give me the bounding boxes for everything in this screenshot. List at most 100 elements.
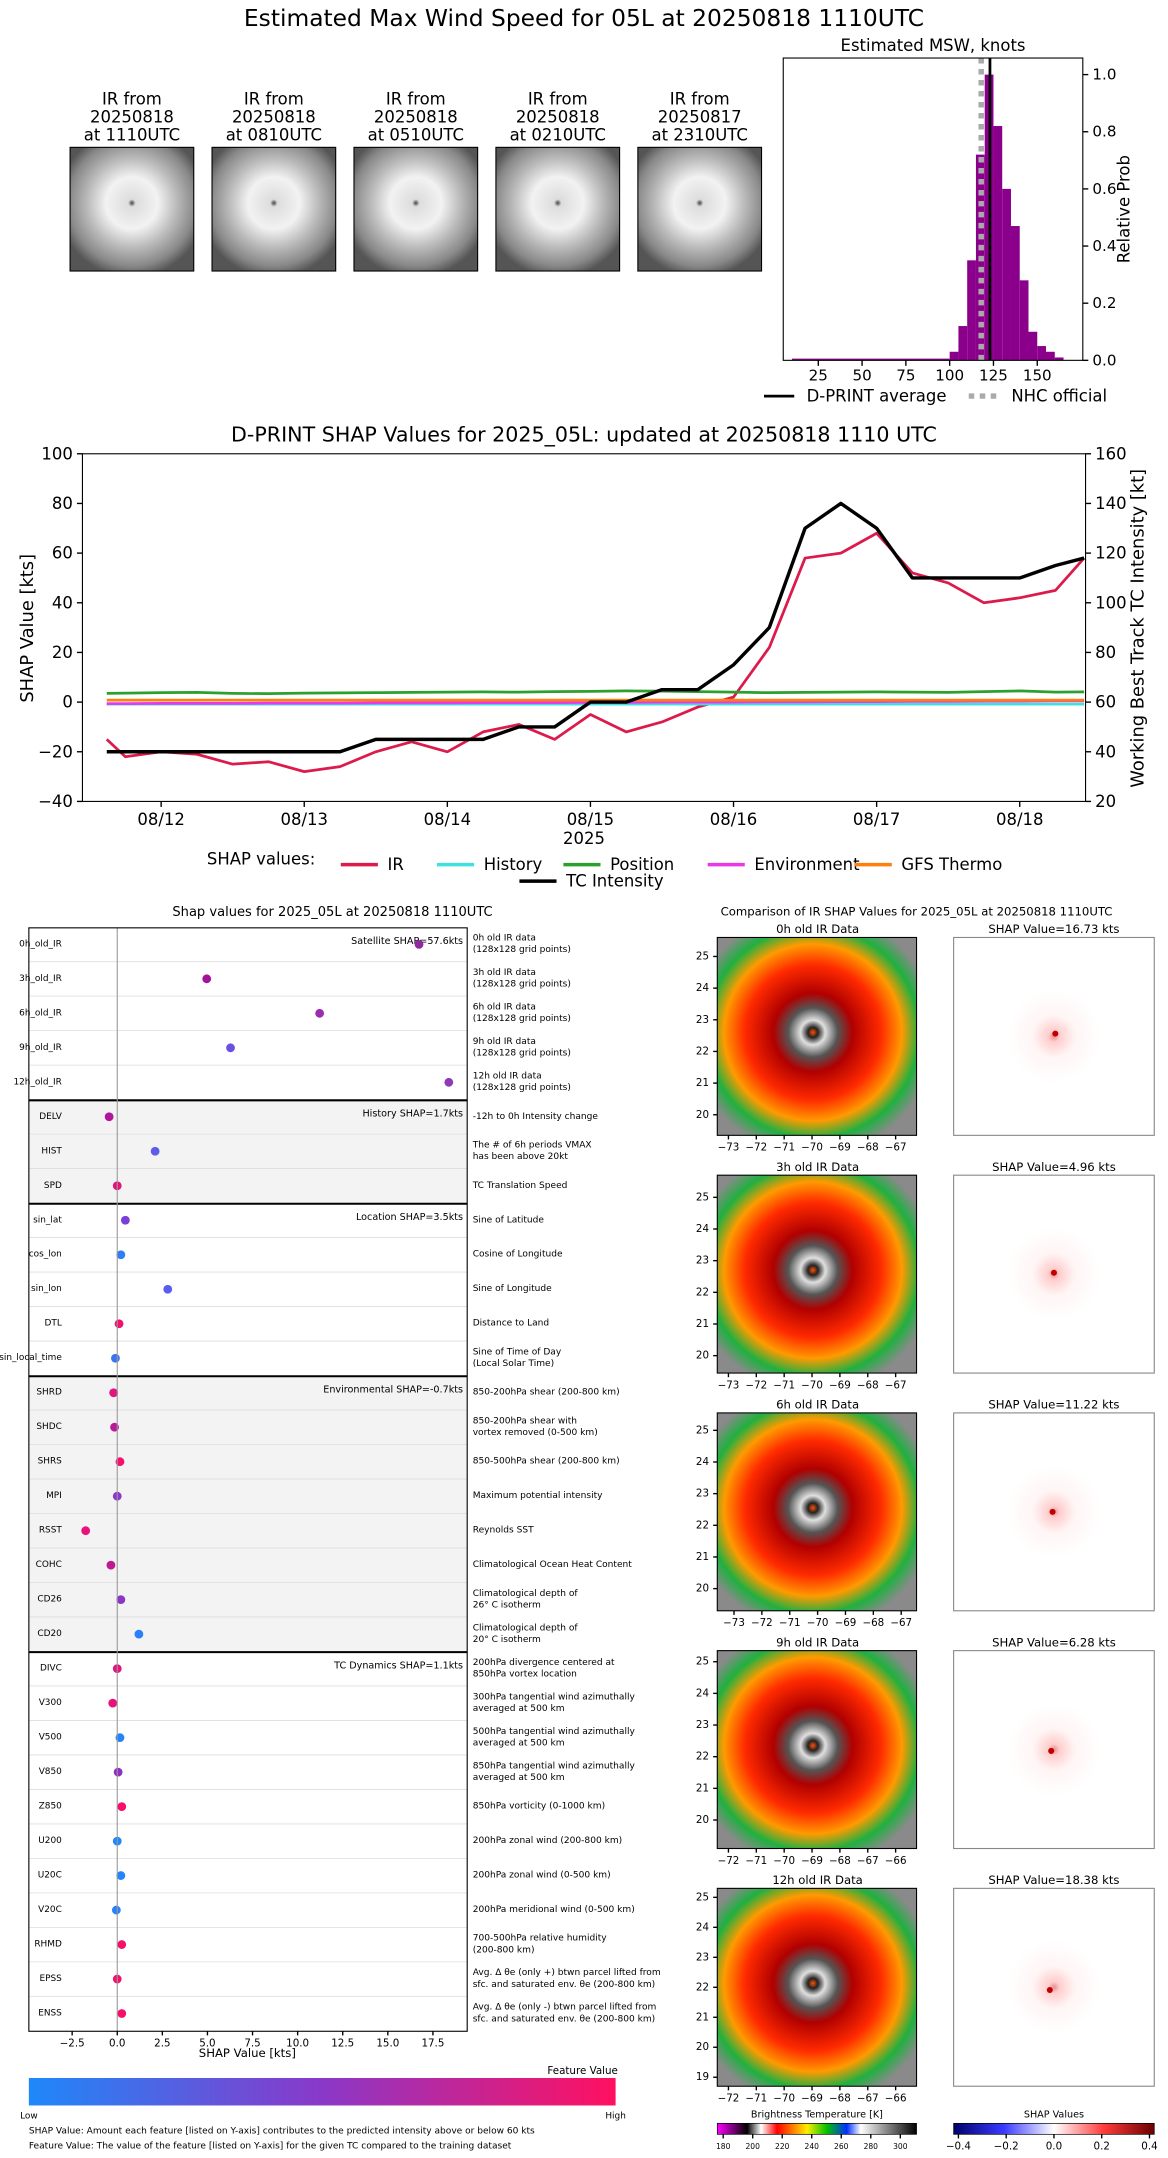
- thumbnail-label: IR from: [670, 90, 730, 109]
- y-tick-label: 0.6: [1092, 180, 1116, 198]
- feature-description: (128x128 grid points): [473, 980, 571, 990]
- x-tick-label: −69: [801, 1855, 823, 1867]
- shap-panel-title: SHAP Value=11.22 kts: [988, 1398, 1119, 1412]
- y-tick-label: 24: [696, 1223, 709, 1235]
- feature-name: RSST: [39, 1526, 63, 1536]
- legend-label: Environment: [754, 855, 860, 874]
- x-tick-label: 17.5: [421, 2038, 444, 2050]
- x-tick-label: −67: [857, 1855, 879, 1867]
- y-tick-label: 20: [696, 1350, 709, 1362]
- feature-description: 200hPa meridional wind (0-500 km): [473, 1905, 635, 1915]
- x-tick-label: −66: [885, 2093, 907, 2105]
- feature-description: Sine of Time of Day: [473, 1347, 562, 1357]
- x-tick-label: −66: [885, 1855, 907, 1867]
- shap-dot: [150, 1146, 160, 1156]
- histogram-bar: [958, 326, 968, 361]
- feature-name: V850: [39, 1767, 62, 1777]
- shap-dot: [106, 1560, 116, 1570]
- x-tick-label: 10.0: [286, 2038, 309, 2050]
- thumbnail-label: 20250817: [658, 108, 742, 127]
- feature-description: Sine of Latitude: [473, 1215, 545, 1225]
- chart-title: Estimated MSW, knots: [841, 36, 1026, 55]
- ir-image: [716, 936, 918, 1136]
- x-tick-label: 150: [1023, 366, 1052, 384]
- feature-name: SHRD: [36, 1388, 62, 1398]
- legend-label: D-PRINT average: [807, 387, 947, 406]
- ir-thumbnail: [637, 146, 763, 272]
- shap-dot: [111, 1353, 120, 1363]
- colorbar: [716, 2122, 917, 2135]
- ir-panel-title: 0h old IR Data: [776, 922, 859, 936]
- x-tick-label: −72: [718, 1855, 740, 1867]
- x-tick-label: 08/15: [567, 810, 614, 829]
- feature-description: 300hPa tangential wind azimuthally: [473, 1692, 636, 1702]
- feature-description: Distance to Land: [473, 1319, 549, 1329]
- x-tick-label: −69: [829, 1142, 851, 1154]
- thumbnail-label: at 2310UTC: [652, 125, 748, 144]
- colorbar-label: SHAP Values: [1024, 2110, 1084, 2121]
- colorbar-tick-label: 220: [775, 2142, 790, 2151]
- feature-name: 6h_old_IR: [19, 1008, 62, 1018]
- feature-name: DELV: [39, 1112, 62, 1122]
- y-tick-label: 21: [696, 2011, 709, 2023]
- x-tick-label: 08/13: [281, 810, 328, 829]
- series-line: [106, 689, 1085, 696]
- shap-heat: [1007, 989, 1101, 1084]
- group-label: Satellite SHAP=57.6kts: [351, 936, 463, 947]
- feature-description: 9h old IR data: [473, 1037, 536, 1047]
- thumbnail-label: 20250818: [516, 108, 600, 127]
- y-tick-label: 23: [696, 1488, 709, 1500]
- feature-description: Avg. Δ θe (only -) btwn parcel lifted fr…: [473, 2003, 657, 2013]
- y-tick-label: 0: [62, 693, 72, 712]
- colorbar-high: High: [605, 2111, 626, 2121]
- group-label: History SHAP=1.7kts: [362, 1109, 463, 1120]
- y-tick-label: 24: [696, 982, 709, 994]
- shap-dot: [444, 1077, 454, 1087]
- y-tick-label: 24: [696, 1687, 709, 1699]
- shap-dot: [113, 1767, 123, 1777]
- colorbar-tick-label: 240: [805, 2142, 820, 2151]
- x-tick-label: 75: [896, 366, 915, 384]
- x-tick-label: −2.5: [60, 2038, 85, 2050]
- colorbar-tick-label: 0.4: [1141, 2141, 1157, 2153]
- feature-description: TC Translation Speed: [472, 1181, 568, 1191]
- x-tick-label: −71: [779, 1617, 801, 1629]
- y-tick-label: 100: [41, 444, 72, 463]
- feature-description: The # of 6h periods VMAX: [472, 1140, 592, 1150]
- plot-frame: [782, 57, 1084, 361]
- group-label: TC Dynamics SHAP=1.1kts: [333, 1660, 463, 1671]
- colorbar-tick-label: −0.2: [994, 2141, 1019, 2153]
- feature-description: 3h old IR data: [473, 968, 536, 978]
- footnote: SHAP Value: Amount each feature [listed …: [29, 2127, 535, 2137]
- x-tick-label: −72: [745, 1379, 767, 1391]
- histogram-bar: [1019, 280, 1029, 361]
- feature-description: (128x128 grid points): [473, 1083, 571, 1093]
- feature-name: DTL: [45, 1319, 62, 1329]
- shap-dot: [104, 1112, 114, 1122]
- feature-name: EPSS: [39, 1974, 62, 1984]
- y-tick-label: 0.2: [1092, 294, 1116, 312]
- shap-dot: [117, 2009, 127, 2018]
- shap-dot: [109, 1388, 119, 1398]
- x-tick-label: −73: [718, 1379, 740, 1391]
- y-tick-label: 80: [52, 494, 73, 513]
- x-tick-label: 08/16: [710, 810, 757, 829]
- x-tick-label: 5.0: [199, 2038, 215, 2050]
- x-tick-label: −72: [751, 1617, 773, 1629]
- thumbnail-label: IR from: [244, 90, 304, 109]
- ir-image: [716, 1174, 918, 1374]
- y-tick-label: 21: [696, 1318, 709, 1330]
- feature-description: Climatological Ocean Heat Content: [473, 1560, 633, 1570]
- page-title: Estimated Max Wind Speed for 05L at 2025…: [244, 4, 924, 32]
- thumbnail-label: 20250818: [374, 108, 458, 127]
- feature-description: 0h old IR data: [473, 933, 536, 943]
- x-tick-label: −70: [807, 1617, 829, 1629]
- x-tick-label: −67: [885, 1142, 907, 1154]
- feature-name: 12h_old_IR: [13, 1077, 61, 1087]
- feature-description: 26° C isotherm: [473, 1600, 541, 1610]
- y-tick-label: 23: [696, 1951, 709, 1963]
- shap-dot: [120, 1215, 130, 1225]
- x-tick-label: −72: [718, 2093, 740, 2105]
- shap-heat: [1007, 1940, 1101, 2035]
